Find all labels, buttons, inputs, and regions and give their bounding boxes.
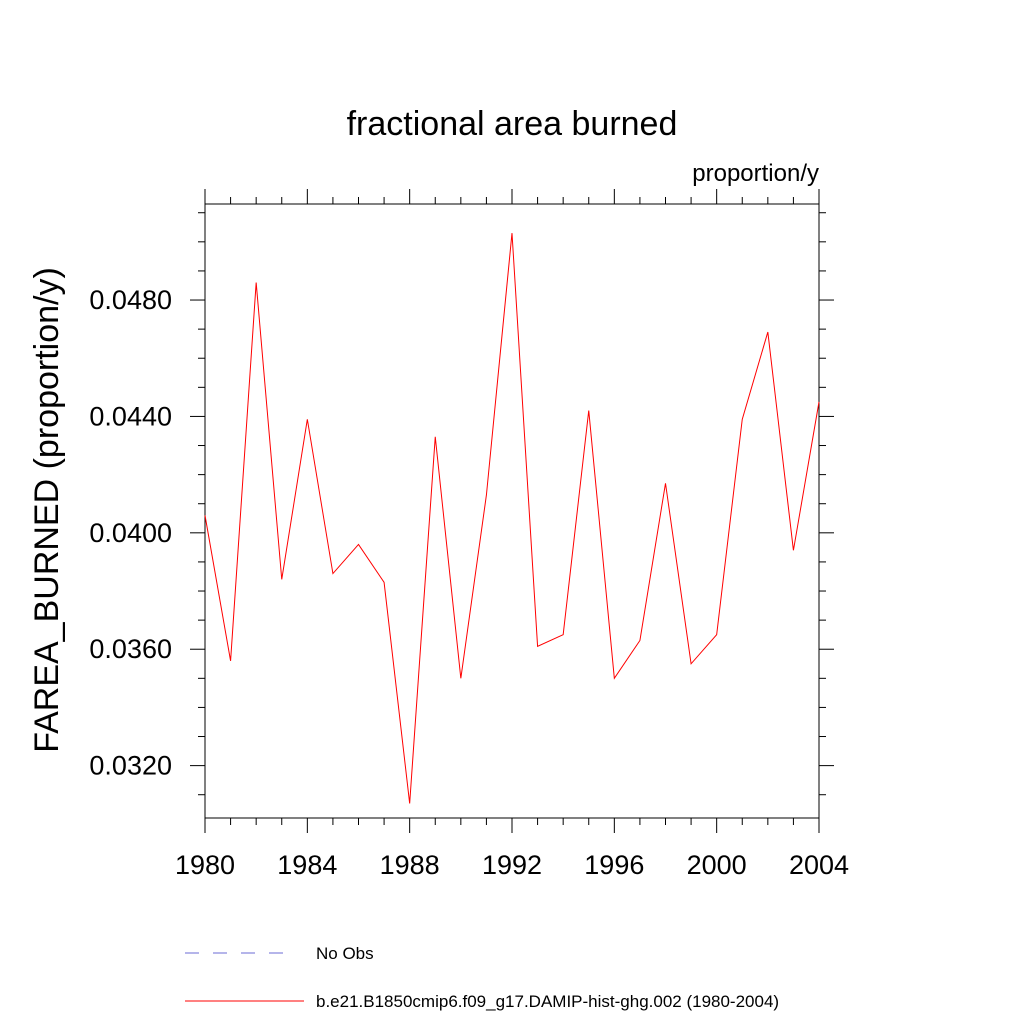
tick-labels: 1980 1984 1988 1992 1996 2000 2004 0.0320 0.0360… [89, 285, 849, 880]
legend-label-model: b.e21.B1850cmip6.f09_g17.DAMIP-hist-ghg.… [316, 992, 779, 1011]
x-tick-label: 1992 [482, 850, 542, 880]
x-tick-label: 1996 [584, 850, 644, 880]
x-tick-label: 2000 [687, 850, 747, 880]
plot-frame [204, 203, 820, 819]
legend-label-no-obs: No Obs [316, 944, 374, 963]
chart-title: fractional area burned [347, 105, 678, 143]
axis-ticks [190, 189, 834, 833]
chart-subtitle: proportion/y [692, 160, 819, 187]
y-tick-label: 0.0400 [89, 518, 172, 548]
y-tick-label: 0.0360 [89, 634, 172, 664]
y-tick-label: 0.0480 [89, 285, 172, 315]
x-tick-label: 1984 [277, 850, 337, 880]
x-tick-label: 1980 [175, 850, 235, 880]
y-axis-label: FAREA_BURNED (proportion/y) [28, 267, 66, 753]
series-layer [204, 233, 820, 804]
x-tick-label: 2004 [789, 850, 849, 880]
x-tick-label: 1988 [380, 850, 440, 880]
y-tick-label: 0.0440 [89, 401, 172, 431]
series-line [204, 233, 820, 804]
legend: No Obs b.e21.B1850cmip6.f09_g17.DAMIP-hi… [185, 944, 779, 1011]
y-tick-label: 0.0320 [89, 751, 172, 781]
